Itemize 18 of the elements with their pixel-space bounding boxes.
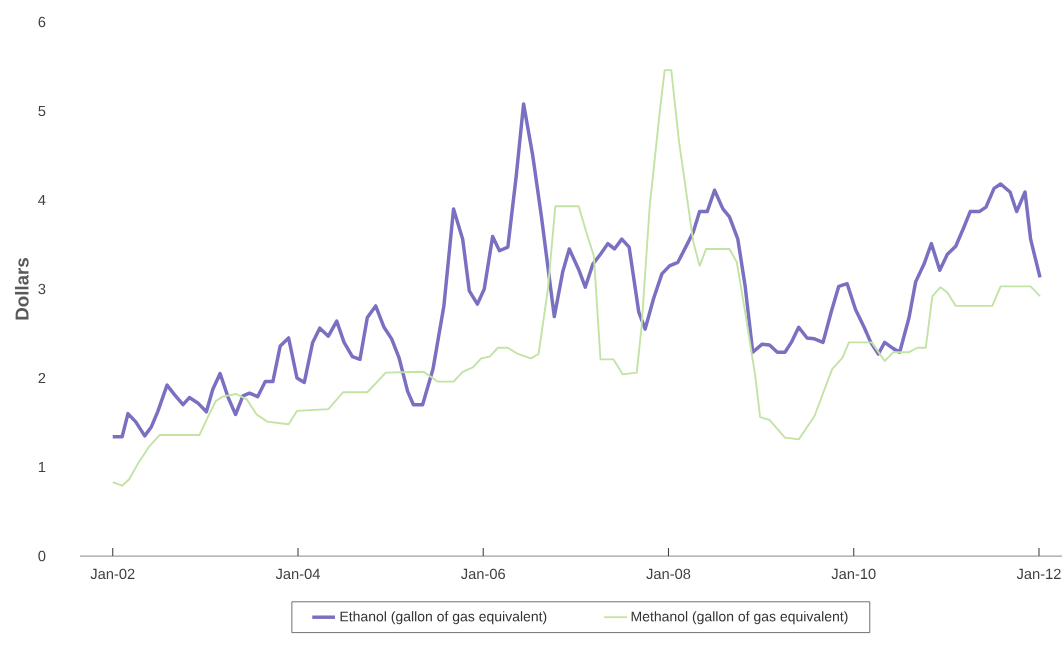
y-tick-label: 0 xyxy=(38,550,46,562)
y-tick-label: 2 xyxy=(38,372,46,384)
x-tick-label: Jan-08 xyxy=(646,568,691,580)
y-tick-label: 6 xyxy=(38,16,46,28)
line-series xyxy=(111,69,1041,487)
y-axis-title: Dollars xyxy=(14,258,29,320)
line-series xyxy=(111,102,1042,439)
x-tick-label: Jan-02 xyxy=(90,568,135,580)
x-tick-label: Jan-06 xyxy=(461,568,505,580)
x-tick-label: Jan-12 xyxy=(1016,568,1061,580)
y-tick-label: 4 xyxy=(38,194,46,206)
y-tick-label: 5 xyxy=(38,105,46,117)
y-tick-label: 3 xyxy=(38,283,46,295)
legend-label: Methanol (gallon of gas equivalent) xyxy=(631,611,848,625)
x-tick-label: Jan-04 xyxy=(275,568,320,580)
x-tick-label: Jan-10 xyxy=(831,568,876,580)
y-tick-label: 1 xyxy=(38,461,46,473)
legend-label: Ethanol (gallon of gas equivalent) xyxy=(340,611,547,625)
